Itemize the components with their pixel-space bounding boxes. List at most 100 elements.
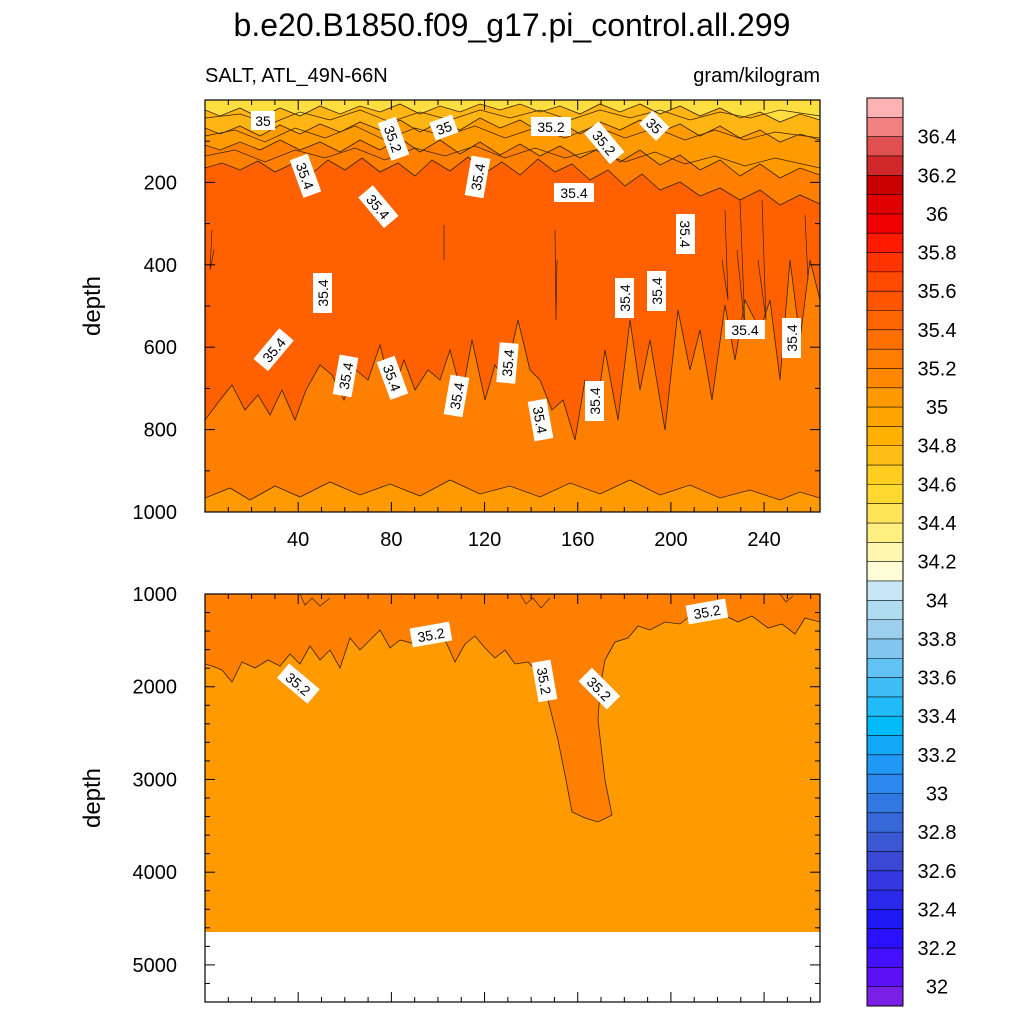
contour-label-box	[251, 111, 275, 130]
contour-label-box	[377, 116, 410, 161]
colorbar: 36.4 36.2 36 35.8 35.6 35.4 35.2 35 34.8 34.6 34.4…	[866, 97, 957, 1007]
upper-x-tick-label: 120	[468, 529, 501, 551]
colorbar-cell	[867, 117, 903, 137]
contour-label: 35.4	[554, 183, 594, 202]
contour-label: 35.4	[725, 320, 765, 339]
colorbar-label: 32.2	[918, 938, 957, 960]
upper-x-tick-label: 240	[747, 529, 780, 551]
contour-label-text: 35.4	[499, 349, 517, 378]
colorbar-cell	[867, 909, 903, 930]
shallow-wiggles	[299, 594, 794, 609]
contour-label-box	[725, 320, 765, 339]
colorbar-cell	[867, 368, 903, 389]
contour-label-text: 35.2	[534, 666, 555, 696]
colorbar-label: 36.4	[918, 127, 957, 149]
colorbar-cell	[867, 774, 903, 794]
colorbar-cell	[867, 638, 903, 659]
colorbar-cell	[867, 851, 903, 872]
colorbar-cell	[867, 948, 903, 968]
colorbar-cell	[867, 542, 903, 562]
colorbar-label: 35.6	[918, 281, 957, 303]
colorbar-cell	[867, 735, 903, 756]
contour-label-box	[276, 663, 320, 704]
contour-label: 35	[251, 111, 275, 130]
contour-label: 35.2	[409, 621, 453, 648]
colorbar-cell	[867, 754, 903, 775]
contour-label-text: 35.4	[560, 185, 587, 201]
colorbar-cell	[867, 349, 903, 369]
contour-label: 35.2	[685, 598, 729, 625]
lower-contour-labels: 35.235.235.2 35.235.2	[276, 598, 729, 710]
contour-label-text: 35.4	[784, 324, 800, 351]
contour-label-box	[464, 155, 491, 199]
contour-label-text: 35.4	[336, 361, 357, 391]
units-label: gram/kilogram	[693, 65, 820, 87]
contour-label: 35.2	[531, 659, 558, 703]
colorbar-cell	[867, 136, 903, 157]
contour-label-box	[332, 354, 359, 398]
colorbar-cell	[867, 194, 903, 215]
colorbar-label: 32	[926, 977, 948, 999]
fine-contour-lines	[205, 109, 820, 169]
colorbar-cell	[867, 619, 903, 640]
colorbar-label: 36	[926, 204, 948, 226]
contour-label-box	[554, 183, 594, 202]
contour-label-text: 35	[255, 113, 271, 129]
colorbar-cell	[867, 155, 903, 176]
colorbar-cell	[867, 890, 903, 910]
contour-label-text: 35.4	[468, 162, 489, 192]
contour-label: 35	[429, 114, 459, 141]
upper-y-tick-label: 600	[144, 337, 177, 359]
lower-axis-ticks	[205, 593, 820, 1003]
contour-label-box	[578, 667, 621, 710]
upper-y-tick-label: 800	[144, 420, 177, 442]
contour-label: 35.4	[313, 273, 332, 313]
colorbar-cell	[867, 523, 903, 543]
contour-label-text: 35.4	[530, 405, 551, 435]
colorbar-cell	[867, 271, 903, 292]
colorbar-cell	[867, 445, 903, 466]
colorbar-label: 33.4	[918, 706, 957, 728]
contour-label-box	[782, 318, 801, 358]
colorbar-label: 34.6	[918, 474, 957, 496]
contour-label-text: 35.2	[692, 602, 722, 623]
colorbar-frame	[866, 97, 904, 1007]
contour-label-text: 35.4	[587, 387, 603, 414]
lower-y-tick-label: 2000	[133, 677, 178, 699]
upper-axis-ticks	[205, 100, 820, 513]
contour-label: 35.4	[464, 155, 491, 199]
colorbar-cell	[867, 252, 903, 273]
colorbar-label: 33.6	[918, 668, 957, 690]
lower-y-tick-label: 3000	[133, 769, 178, 791]
fill-band-35-35-2-bottom	[205, 479, 820, 512]
fill-band-35-4-core	[205, 156, 820, 441]
colorbar-cell	[867, 329, 903, 350]
colorbar-label: 33.2	[918, 745, 957, 767]
colorbar-cell	[867, 407, 903, 427]
colorbar-cell	[867, 310, 903, 331]
upper-y-tick-labels: 200 400 600 800 1000	[133, 172, 178, 524]
colorbar-label: 33.8	[918, 629, 957, 651]
colorbar-label: 35	[926, 397, 948, 419]
colorbar-cell	[867, 580, 903, 601]
colorbar-label: 36.2	[918, 165, 957, 187]
colorbar-label: 35.2	[918, 358, 957, 380]
colorbar-cell	[867, 387, 903, 408]
upper-x-tick-label: 80	[380, 529, 402, 551]
colorbar-label: 35.8	[918, 243, 957, 265]
chart-title: b.e20.B1850.f09_g17.pi_control.all.299	[234, 7, 791, 43]
contour-label-box	[253, 328, 294, 372]
colorbar-cell	[867, 812, 903, 833]
contour-label: 35.4	[615, 278, 634, 318]
colorbar-cell	[867, 213, 903, 234]
colorbar-cell	[867, 175, 903, 195]
contour-label-box	[313, 273, 332, 313]
contour-label-box	[615, 278, 634, 318]
colorbar-cell	[867, 561, 903, 582]
variable-region-label: SALT, ATL_49N-66N	[205, 65, 388, 87]
contour-label-text: 35.4	[649, 277, 665, 304]
colorbar-cell	[867, 967, 903, 987]
contour-label-box	[527, 398, 554, 442]
contour-label-text: 35.4	[731, 322, 758, 338]
